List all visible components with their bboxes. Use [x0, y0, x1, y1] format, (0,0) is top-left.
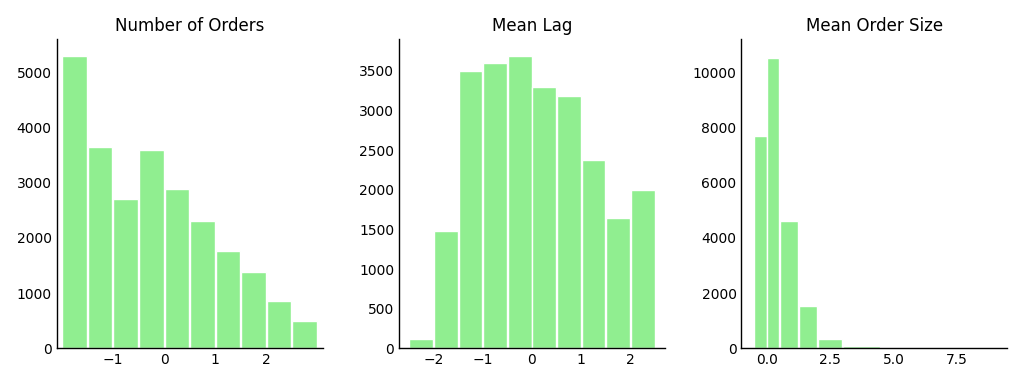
Bar [483, 63, 507, 348]
Bar [582, 160, 605, 348]
Bar [779, 221, 798, 348]
Bar [139, 149, 164, 348]
Bar [114, 199, 138, 348]
Bar [190, 221, 215, 348]
Bar [62, 56, 87, 348]
Bar [755, 136, 767, 348]
Bar [818, 339, 842, 348]
Bar [631, 190, 654, 348]
Bar [557, 96, 581, 348]
Bar [799, 306, 817, 348]
Bar [508, 56, 531, 348]
Bar [844, 346, 880, 348]
Bar [267, 301, 292, 348]
Bar [216, 251, 241, 348]
Bar [88, 147, 113, 348]
Title: Mean Lag: Mean Lag [492, 17, 572, 35]
Bar [532, 87, 556, 348]
Title: Number of Orders: Number of Orders [115, 17, 264, 35]
Bar [242, 272, 266, 348]
Bar [767, 58, 779, 348]
Bar [606, 218, 630, 348]
Bar [434, 231, 458, 348]
Title: Mean Order Size: Mean Order Size [806, 17, 943, 35]
Bar [410, 339, 433, 348]
Bar [459, 71, 482, 348]
Bar [293, 321, 316, 348]
Bar [165, 189, 189, 348]
